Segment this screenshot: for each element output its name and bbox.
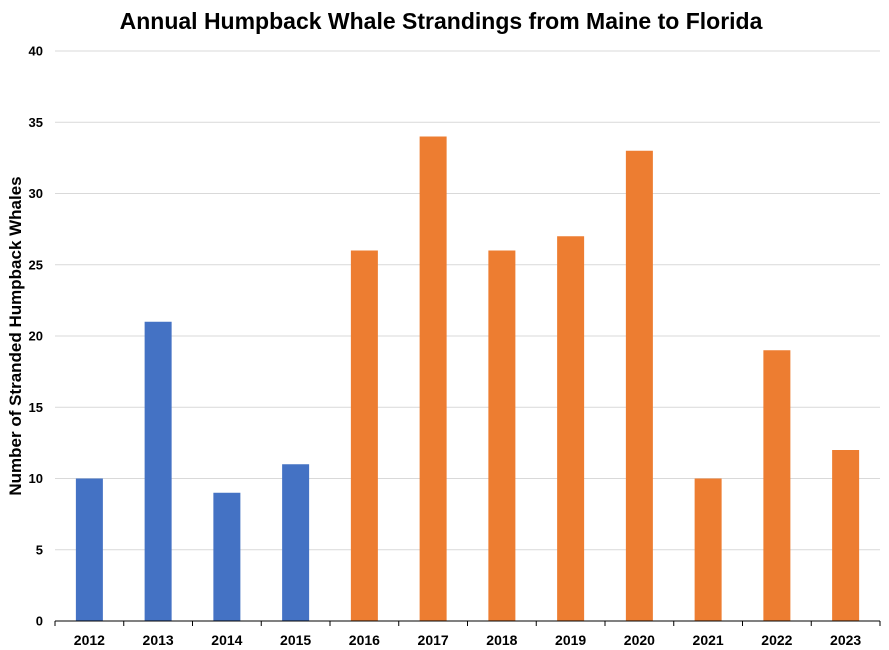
chart-title: Annual Humpback Whale Strandings from Ma… bbox=[120, 8, 763, 34]
x-tick-label: 2022 bbox=[761, 632, 792, 648]
bar-2014 bbox=[213, 492, 241, 621]
x-tick-label: 2019 bbox=[555, 632, 586, 648]
x-tick-label: 2015 bbox=[280, 632, 311, 648]
y-tick-label: 0 bbox=[36, 614, 43, 629]
x-tick-label: 2020 bbox=[624, 632, 655, 648]
y-tick-label: 40 bbox=[29, 44, 43, 59]
y-tick-label: 30 bbox=[29, 186, 43, 201]
x-tick-label: 2017 bbox=[418, 632, 449, 648]
y-tick-label: 20 bbox=[29, 329, 43, 344]
y-axis-ticks: 0 5 10 15 20 25 30 35 40 bbox=[29, 44, 43, 629]
bar-2016 bbox=[350, 250, 378, 621]
x-tick-label: 2018 bbox=[486, 632, 517, 648]
bar-2023 bbox=[832, 450, 860, 621]
bar-2021 bbox=[694, 478, 722, 621]
bar-2020 bbox=[625, 150, 653, 621]
x-tick-label: 2014 bbox=[211, 632, 242, 648]
bar-2012 bbox=[75, 478, 103, 621]
x-tick-label: 2023 bbox=[830, 632, 861, 648]
bar-2018 bbox=[488, 250, 516, 621]
x-tick-label: 2021 bbox=[693, 632, 724, 648]
bar-2022 bbox=[763, 350, 791, 621]
y-tick-label: 10 bbox=[29, 471, 43, 486]
y-tick-label: 35 bbox=[29, 115, 43, 130]
bar-2019 bbox=[557, 236, 585, 621]
y-tick-label: 15 bbox=[29, 400, 43, 415]
y-tick-label: 25 bbox=[29, 257, 43, 272]
x-tick-label: 2013 bbox=[143, 632, 174, 648]
bar-2013 bbox=[144, 321, 172, 621]
x-tick-label: 2012 bbox=[74, 632, 105, 648]
y-axis-label: Number of Stranded Humpback Whales bbox=[6, 176, 25, 495]
bar-2015 bbox=[282, 464, 310, 621]
y-tick-label: 5 bbox=[36, 542, 43, 557]
bars bbox=[75, 136, 860, 621]
x-axis-ticks: 2012 2013 2014 2015 2016 2017 2018 2019 2020 2021… bbox=[54, 621, 881, 648]
bar-2017 bbox=[419, 136, 447, 621]
gridlines bbox=[55, 50, 880, 551]
x-tick-label: 2016 bbox=[349, 632, 380, 648]
